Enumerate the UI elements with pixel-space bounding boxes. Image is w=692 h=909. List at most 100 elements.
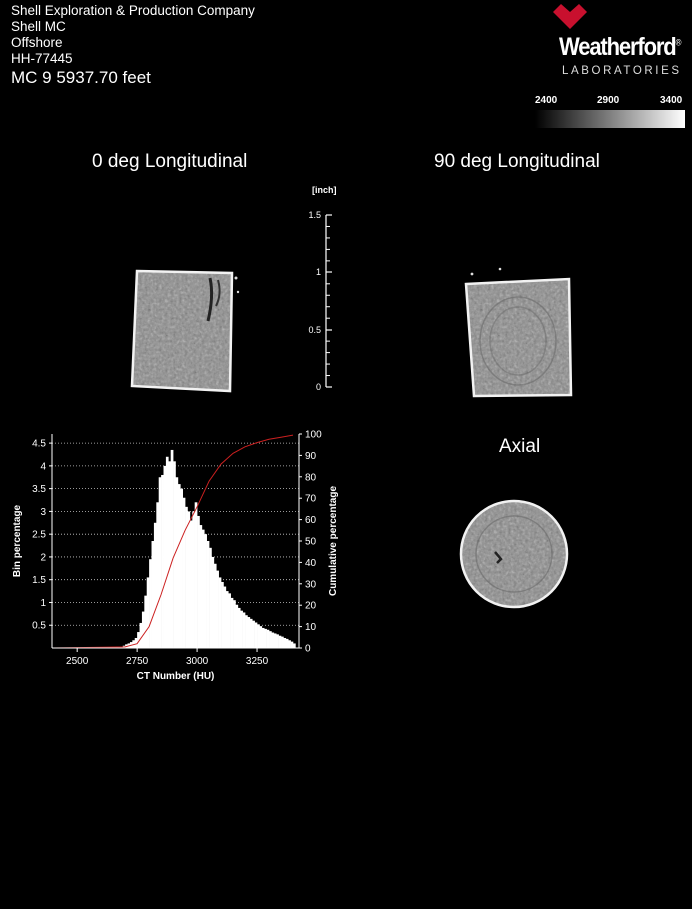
y-tick-label: 3.5 <box>32 484 46 495</box>
axial-title: Axial <box>499 436 541 457</box>
logo-subtitle: LABORATORIES <box>562 65 682 77</box>
histogram-bar <box>213 563 217 648</box>
y-tick-label: 1.5 <box>32 575 46 586</box>
histogram-bar <box>168 461 172 648</box>
location: Offshore <box>11 35 63 50</box>
histogram-bar <box>221 581 224 648</box>
colorbar-gradient <box>535 110 685 128</box>
histogram-bar <box>273 633 277 648</box>
histogram-bar <box>177 484 181 648</box>
histogram-bar <box>182 497 186 648</box>
histogram-bar <box>156 502 160 648</box>
histogram-bar <box>288 640 291 648</box>
histogram-bar <box>141 611 145 648</box>
sample-id: HH-77445 <box>11 51 73 66</box>
histogram-bar <box>269 631 272 648</box>
histogram-x-label: CT Number (HU) <box>137 671 215 682</box>
histogram-bar <box>233 600 236 648</box>
histogram-bar <box>264 628 267 648</box>
histogram-bar <box>194 502 198 648</box>
histogram-bar <box>137 632 140 648</box>
histogram-bar <box>209 547 212 648</box>
y2-tick-label: 40 <box>305 558 317 569</box>
histogram-bar <box>249 618 253 648</box>
histogram-bar <box>165 456 169 648</box>
long0-slice-image <box>130 269 240 393</box>
histogram-bar <box>247 617 251 648</box>
y-tick-label: 2.5 <box>32 530 46 541</box>
y2-tick-label: 60 <box>305 515 317 526</box>
y2-tick-label: 50 <box>305 537 317 548</box>
company-name: Shell Exploration & Production Company <box>11 3 255 18</box>
histogram-tick-labels: 2500 2750 3000 3250 0.5 1 1.5 2 2.5 3 3.5 4 4.5 0 10 20… <box>32 430 322 668</box>
histogram-bar <box>237 607 241 648</box>
scale-bar: [inch] 1.5 1 0.5 0 <box>308 185 336 392</box>
y-tick-label: 4 <box>40 461 46 472</box>
histogram-bar <box>161 474 164 648</box>
histogram-bar <box>175 477 179 648</box>
depth-label: MC 9 5937.70 feet <box>11 68 151 87</box>
weatherford-logo-icon <box>553 4 587 29</box>
histogram-bar <box>158 477 162 648</box>
scale-label-1-5: 1.5 <box>308 210 321 220</box>
histogram-bar <box>146 577 150 648</box>
y2-tick-label: 100 <box>305 430 322 441</box>
histogram-y-label: Bin percentage <box>12 504 23 577</box>
histogram-bar <box>257 624 260 648</box>
histogram-bar <box>281 636 284 648</box>
histogram-y2-label: Cumulative percentage <box>328 486 339 596</box>
histogram-bar <box>266 629 270 648</box>
histogram-bar <box>230 597 234 648</box>
histogram-bar <box>218 577 222 648</box>
x-tick-label: 2750 <box>126 656 149 667</box>
y-tick-label: 0.5 <box>32 621 46 632</box>
histogram-bar <box>180 488 183 648</box>
long90-slice-image <box>464 267 573 398</box>
histogram-bar <box>216 570 219 648</box>
histogram-bar <box>235 604 239 648</box>
histogram-bar <box>211 556 215 648</box>
histogram-bar <box>139 622 143 648</box>
histogram-bar <box>228 593 231 648</box>
histogram-bar <box>242 612 246 648</box>
histogram-bar <box>134 637 138 648</box>
histogram-bar <box>192 511 195 648</box>
field-name: Shell MC <box>11 19 66 34</box>
histogram-bar <box>204 534 207 648</box>
histogram-bar <box>245 615 248 648</box>
y2-tick-label: 10 <box>305 622 317 633</box>
cumulative-curve <box>53 434 294 649</box>
histogram-bar <box>151 541 155 648</box>
histogram-bar <box>163 465 167 648</box>
histogram-bar <box>283 637 287 648</box>
histogram-bar <box>271 632 275 648</box>
long90-title: 90 deg Longitudinal <box>434 151 600 172</box>
histogram-bar <box>259 626 263 648</box>
colorbar-tick-mid: 2900 <box>597 95 620 106</box>
y2-tick-label: 80 <box>305 472 317 483</box>
scale-label-0: 0 <box>316 382 321 392</box>
long0-title: 0 deg Longitudinal <box>92 151 248 172</box>
histogram-bar <box>201 529 205 648</box>
histogram-bars <box>122 449 296 648</box>
histogram-bar <box>276 634 279 648</box>
histogram-bar <box>225 591 229 648</box>
y-tick-label: 4.5 <box>32 439 46 450</box>
histogram-bar <box>199 525 203 648</box>
y2-tick-label: 70 <box>305 494 317 505</box>
histogram-bar <box>153 522 157 648</box>
histogram-bar <box>187 511 191 648</box>
histogram-bar <box>293 643 296 648</box>
histogram-bar <box>285 638 289 648</box>
x-tick-label: 2500 <box>66 656 89 667</box>
y-tick-label: 1 <box>40 598 46 609</box>
logo-name: Weatherford <box>559 33 677 61</box>
histogram-bar <box>278 635 282 648</box>
scale-label-0-5: 0.5 <box>308 325 321 335</box>
y2-tick-label: 90 <box>305 451 317 462</box>
histogram-bar <box>144 595 148 648</box>
logo-wordmark: Weatherford® <box>559 33 682 62</box>
y2-tick-label: 30 <box>305 579 317 590</box>
colorbar-tick-max: 3400 <box>660 95 683 106</box>
histogram-bar <box>240 610 243 648</box>
